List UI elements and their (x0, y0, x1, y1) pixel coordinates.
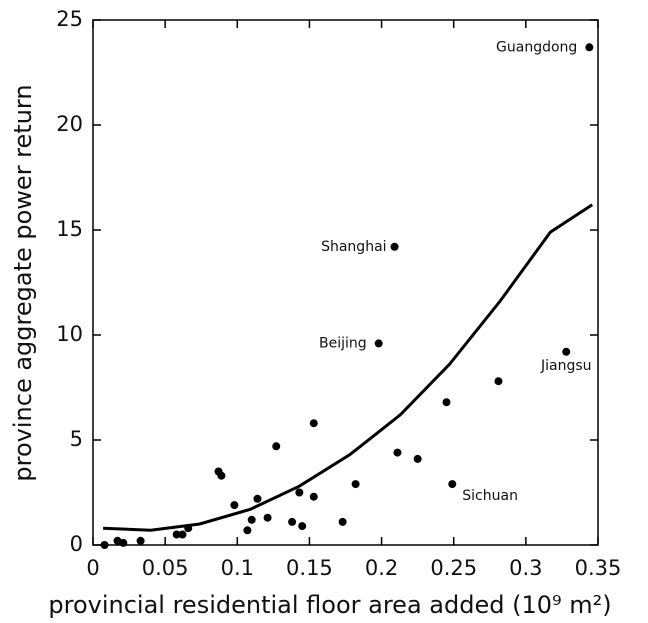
point (263, 513, 272, 522)
point (585, 43, 594, 52)
point (247, 515, 256, 524)
x-axis-label: provincial residential floor area added … (48, 591, 611, 619)
y-tick-label: 20 (56, 112, 83, 136)
point-label: Sichuan (462, 488, 518, 504)
x-tick-label: 0.15 (286, 556, 333, 580)
point (442, 398, 451, 407)
point-label: Beijing (319, 335, 367, 351)
point (390, 242, 399, 251)
point (413, 454, 422, 463)
point (448, 480, 457, 489)
point (393, 448, 402, 457)
plot-frame (92, 19, 599, 546)
x-tick-label: 0.05 (142, 556, 189, 580)
point (272, 442, 281, 451)
point (243, 526, 252, 535)
x-tick-label: 0.25 (430, 556, 477, 580)
x-tick-label: 0.2 (365, 556, 398, 580)
y-tick-label: 15 (56, 217, 83, 241)
x-tick-label: 0.1 (221, 556, 254, 580)
y-axis-label: province aggregate power return (9, 84, 37, 481)
point (288, 517, 297, 526)
point-label: Guangdong (496, 39, 577, 55)
point (374, 339, 383, 348)
point (172, 530, 181, 539)
x-tick-label: 0.35 (575, 556, 622, 580)
point (494, 377, 503, 386)
point (178, 530, 187, 539)
y-tick-label: 25 (56, 7, 83, 31)
x-tick-label: 0.3 (509, 556, 542, 580)
point-label: Shanghai (321, 239, 386, 255)
y-tick-label: 10 (56, 322, 83, 346)
point (253, 494, 262, 503)
point (309, 419, 318, 428)
point-label: Jiangsu (540, 358, 592, 374)
point (562, 347, 571, 356)
point (100, 541, 109, 549)
point (298, 522, 307, 531)
point (136, 536, 145, 545)
point (309, 492, 318, 501)
point (351, 480, 360, 489)
point (338, 517, 347, 526)
point (230, 501, 239, 510)
x-tick-label: 0 (86, 556, 99, 580)
point (295, 488, 304, 497)
fit-curve (103, 203, 594, 532)
point (217, 471, 226, 480)
y-tick-label: 0 (70, 532, 83, 556)
point (119, 538, 128, 547)
y-tick-label: 5 (70, 427, 83, 451)
